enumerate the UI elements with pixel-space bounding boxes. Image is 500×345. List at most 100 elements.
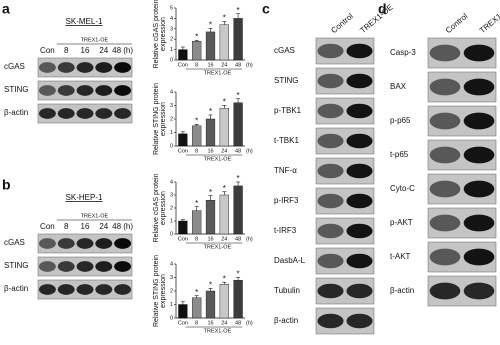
row-label: t-AKT (390, 252, 411, 261)
y-tick-label: 1 (170, 130, 173, 136)
y-tick-label: 4 (170, 89, 173, 95)
bar (219, 24, 229, 61)
blot-band (38, 62, 56, 73)
x-tick-label: 48 (235, 320, 241, 326)
row-label: Tubulin (274, 286, 300, 295)
x-tick-label: 16 (207, 236, 213, 242)
y-axis-label: Relative STING protein (153, 83, 160, 155)
group-label: TREX1-OE (81, 37, 109, 43)
row-label: STING (4, 85, 28, 94)
column-label: TREX1-OE (478, 3, 500, 36)
blot-band (463, 214, 495, 232)
row-label: cGAS (4, 62, 25, 71)
row-label: t-TBK1 (274, 136, 299, 145)
y-axis-label: expression (160, 17, 167, 51)
y-tick-label: 1 (170, 218, 173, 224)
x-tick-label: 24 (221, 320, 227, 326)
blot-band (346, 193, 373, 209)
y-tick-label: 3 (170, 192, 173, 198)
significance: * (209, 20, 212, 29)
significance: * (209, 107, 212, 116)
bar (219, 107, 229, 147)
row-label: TNF-α (274, 166, 297, 175)
row-label: STING (4, 261, 28, 270)
x-tick-label: 8 (195, 148, 198, 154)
bar (205, 118, 216, 147)
row-label: BAX (390, 82, 407, 91)
bar (219, 284, 229, 319)
bar (192, 297, 202, 319)
blot-band (76, 108, 94, 119)
x-axis-label: TREX1-OE (204, 244, 232, 250)
y-axis-label: expression (160, 191, 167, 225)
y-axis-label: Relative cGAS protein (153, 0, 160, 68)
bar (178, 49, 188, 61)
significance: * (237, 270, 240, 279)
y-tick-label: 5 (170, 5, 173, 11)
blot-band (114, 108, 132, 119)
blot-band (429, 112, 461, 130)
blot-band (114, 85, 132, 96)
bar (205, 290, 216, 319)
bar (205, 31, 216, 61)
significance: * (223, 184, 226, 193)
blot-band (463, 248, 495, 266)
blot-band (317, 283, 344, 299)
bar (205, 199, 216, 235)
blot-band (76, 62, 94, 73)
blot-band (429, 78, 461, 96)
blot-band (38, 261, 56, 272)
blot-band (76, 238, 94, 249)
blot-band (317, 73, 344, 89)
y-tick-label: 1 (170, 47, 173, 53)
blot-band (38, 108, 56, 119)
blot-band (76, 261, 94, 272)
significance: * (195, 199, 198, 208)
blot-band (114, 284, 132, 295)
lane-label: Con (40, 222, 55, 231)
row-label: p-IRF3 (274, 196, 299, 205)
y-axis-label: Relative STING protein (153, 255, 160, 327)
row-label: STING (274, 76, 298, 85)
row-label: p-p65 (390, 116, 411, 125)
row-label: Casp-3 (390, 48, 416, 57)
significance: * (237, 91, 240, 100)
blot-band (95, 62, 113, 73)
x-tick-label: Con (178, 320, 188, 326)
row-label: cGAS (274, 46, 295, 55)
bar (233, 185, 243, 235)
blot-band (76, 85, 94, 96)
bar (192, 125, 202, 147)
x-unit: (h) (246, 236, 253, 242)
blot-band (38, 238, 56, 249)
cell-line: SK-HEP-1 (66, 193, 103, 202)
y-tick-label: 2 (170, 205, 173, 211)
y-axis-label: expression (160, 274, 167, 308)
y-axis-label: expression (160, 102, 167, 136)
row-label: DasbA-L (274, 256, 306, 265)
lane-label: 8 (64, 46, 69, 55)
x-tick-label: 16 (207, 62, 213, 68)
blot-band (114, 238, 132, 249)
blot-band (95, 261, 113, 272)
bar (192, 41, 202, 61)
blot-band (95, 284, 113, 295)
blot-band (346, 283, 373, 299)
y-tick-label: 2 (170, 37, 173, 43)
lane-label: 8 (64, 222, 69, 231)
panel-label: a (2, 1, 10, 17)
row-label: t-p65 (390, 150, 409, 159)
x-tick-label: 8 (195, 320, 198, 326)
y-tick-label: 0 (170, 143, 173, 149)
blot-band (114, 62, 132, 73)
blot-band (57, 261, 75, 272)
x-axis-label: TREX1-OE (204, 70, 232, 76)
blot-band (463, 44, 495, 62)
blot-band (463, 112, 495, 130)
y-tick-label: 2 (170, 288, 173, 294)
x-tick-label: 48 (235, 148, 241, 154)
row-label: t-IRF3 (274, 226, 297, 235)
x-tick-label: 24 (221, 148, 227, 154)
blot-band (317, 193, 344, 209)
significance: * (223, 274, 226, 283)
